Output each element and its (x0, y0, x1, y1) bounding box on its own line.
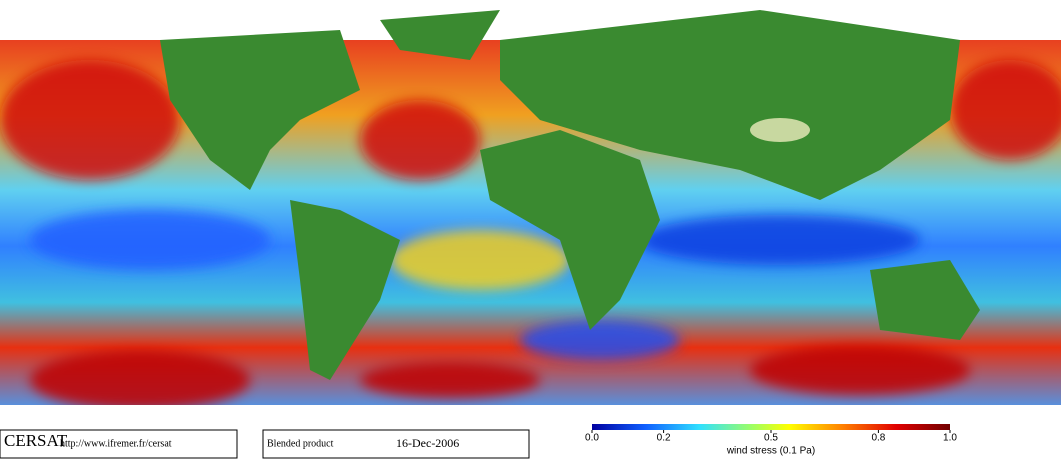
colorbar-tick-label: 0.2 (657, 433, 671, 444)
info-box (262, 429, 530, 459)
logo: CERSAT (4, 431, 68, 450)
logo-box (0, 429, 238, 459)
colorbar-tick-label: 0.8 (871, 433, 885, 444)
colorbar-tick-label: 0.5 (764, 433, 778, 444)
url: http://www.ifremer.fr/cersat (60, 438, 172, 449)
colorbar-tick-label: 1.0 (943, 433, 957, 444)
colorbar-label: wind stress (0.1 Pa) (726, 446, 815, 457)
date: 16-Dec-2006 (396, 436, 459, 450)
product: Blended product (267, 438, 334, 449)
colorbar-tick-label: 0.0 (585, 433, 599, 444)
colorbar (592, 424, 950, 430)
land (0, 10, 1061, 430)
plateau (750, 118, 810, 142)
